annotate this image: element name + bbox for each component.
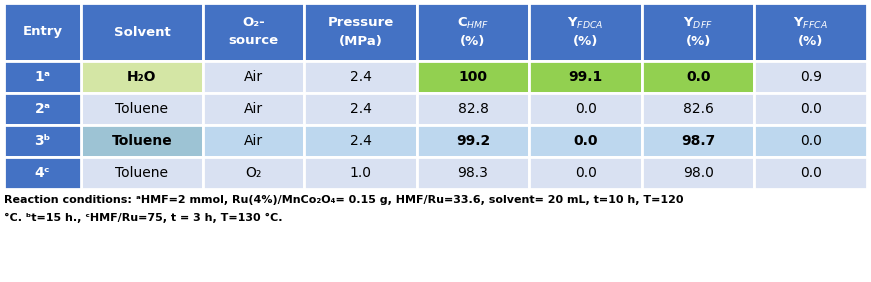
Text: Y$_{FDCA}$: Y$_{FDCA}$: [567, 16, 604, 30]
Text: 3ᵇ: 3ᵇ: [34, 134, 51, 148]
Text: 98.0: 98.0: [683, 166, 713, 180]
Bar: [304, 61, 416, 93]
Bar: [81, 3, 203, 61]
Text: 1ᵃ: 1ᵃ: [34, 70, 51, 84]
Bar: [4, 3, 81, 61]
Text: 1.0: 1.0: [349, 166, 371, 180]
Text: Toluene: Toluene: [115, 166, 168, 180]
Text: 98.7: 98.7: [681, 134, 715, 148]
Text: Air: Air: [244, 134, 263, 148]
Text: Y$_{FFCA}$: Y$_{FFCA}$: [793, 16, 828, 30]
Text: 0.0: 0.0: [800, 166, 821, 180]
Text: C$_{HMF}$: C$_{HMF}$: [457, 16, 490, 30]
Text: Toluene: Toluene: [111, 134, 172, 148]
Text: 100: 100: [458, 70, 488, 84]
Text: (%): (%): [461, 34, 486, 47]
Text: H₂O: H₂O: [127, 70, 157, 84]
Bar: [754, 157, 867, 189]
Text: Y$_{DFF}$: Y$_{DFF}$: [683, 16, 713, 30]
Text: Solvent: Solvent: [113, 25, 170, 39]
Text: 82.8: 82.8: [457, 102, 489, 116]
Text: 0.0: 0.0: [573, 134, 598, 148]
Text: 0.9: 0.9: [800, 70, 821, 84]
Text: 4ᶜ: 4ᶜ: [35, 166, 51, 180]
Bar: [530, 3, 642, 61]
Text: 2.4: 2.4: [349, 134, 371, 148]
Bar: [81, 157, 203, 189]
Bar: [530, 61, 642, 93]
Text: 0.0: 0.0: [800, 102, 821, 116]
Text: (%): (%): [685, 34, 711, 47]
Bar: [416, 93, 530, 125]
Text: 2ᵃ: 2ᵃ: [34, 102, 51, 116]
Bar: [642, 125, 754, 157]
Text: Air: Air: [244, 70, 263, 84]
Bar: [530, 125, 642, 157]
Text: O₂: O₂: [246, 166, 261, 180]
Text: 82.6: 82.6: [683, 102, 713, 116]
Text: Toluene: Toluene: [115, 102, 168, 116]
Text: °C. ᵇt=15 h., ᶜHMF/Ru=75, t = 3 h, T=130 °C.: °C. ᵇt=15 h., ᶜHMF/Ru=75, t = 3 h, T=130…: [4, 213, 282, 223]
Text: source: source: [228, 34, 279, 47]
Text: (%): (%): [573, 34, 598, 47]
Text: (%): (%): [798, 34, 823, 47]
Bar: [203, 125, 304, 157]
Text: O₂-: O₂-: [242, 17, 265, 30]
Bar: [530, 93, 642, 125]
Bar: [4, 125, 81, 157]
Bar: [304, 93, 416, 125]
Bar: [642, 157, 754, 189]
Bar: [642, 61, 754, 93]
Bar: [203, 3, 304, 61]
Bar: [304, 3, 416, 61]
Bar: [81, 61, 203, 93]
Bar: [642, 93, 754, 125]
Text: 99.2: 99.2: [456, 134, 490, 148]
Text: 99.1: 99.1: [569, 70, 603, 84]
Text: 0.0: 0.0: [800, 134, 821, 148]
Bar: [81, 93, 203, 125]
Bar: [4, 93, 81, 125]
Text: 2.4: 2.4: [349, 70, 371, 84]
Bar: [416, 125, 530, 157]
Bar: [754, 93, 867, 125]
Bar: [304, 157, 416, 189]
Text: 98.3: 98.3: [457, 166, 489, 180]
Bar: [4, 157, 81, 189]
Text: Reaction conditions: ᵃHMF=2 mmol, Ru(4%)/MnCo₂O₄= 0.15 g, HMF/Ru=33.6, solvent= : Reaction conditions: ᵃHMF=2 mmol, Ru(4%)…: [4, 195, 684, 205]
Bar: [754, 125, 867, 157]
Text: Entry: Entry: [23, 25, 63, 39]
Bar: [642, 3, 754, 61]
Text: Air: Air: [244, 102, 263, 116]
Text: 2.4: 2.4: [349, 102, 371, 116]
Bar: [4, 93, 81, 125]
Bar: [754, 3, 867, 61]
Bar: [4, 157, 81, 189]
Bar: [530, 157, 642, 189]
Text: (MPa): (MPa): [339, 34, 382, 47]
Bar: [203, 61, 304, 93]
Text: Pressure: Pressure: [327, 17, 394, 30]
Bar: [4, 61, 81, 93]
Bar: [416, 3, 530, 61]
Bar: [416, 61, 530, 93]
Text: 0.0: 0.0: [575, 166, 597, 180]
Bar: [81, 125, 203, 157]
Bar: [203, 93, 304, 125]
Text: 0.0: 0.0: [685, 70, 711, 84]
Bar: [203, 157, 304, 189]
Bar: [304, 125, 416, 157]
Bar: [4, 61, 81, 93]
Bar: [4, 125, 81, 157]
Text: 0.0: 0.0: [575, 102, 597, 116]
Bar: [754, 61, 867, 93]
Bar: [416, 157, 530, 189]
